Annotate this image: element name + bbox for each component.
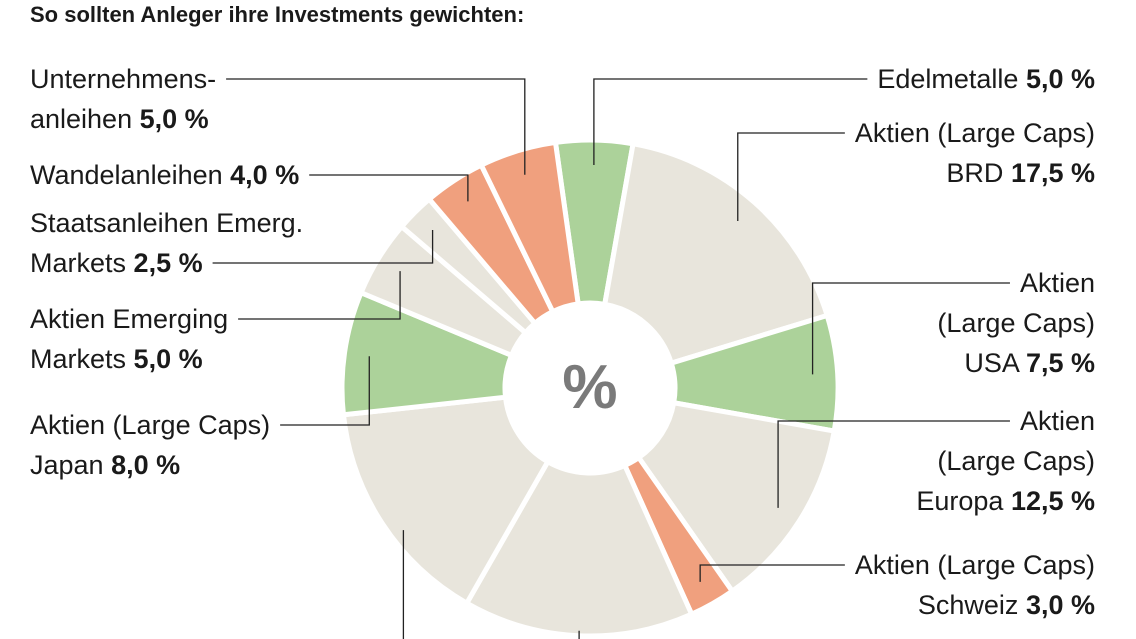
leader-line	[777, 420, 1010, 508]
label-text: Aktien	[1020, 268, 1095, 298]
leader-line	[280, 356, 370, 426]
label-text: USA	[964, 348, 1020, 378]
slice-label: USA 7,5 %	[964, 348, 1095, 378]
slice-label: Aktien (Large Caps)	[30, 410, 270, 440]
slice-label: anleihen 5,0 %	[30, 104, 209, 134]
slice-label: Edelmetalle 5,0 %	[877, 64, 1095, 94]
label-text: (Large Caps)	[937, 446, 1095, 476]
leader-line	[811, 282, 1010, 375]
slice-label: Aktien	[1020, 406, 1095, 436]
value-label: 5,0 %	[1026, 64, 1095, 94]
value-label: 5,0 %	[134, 344, 203, 374]
label-text: Aktien Emerging	[30, 304, 228, 334]
slice-label: Aktien	[1020, 268, 1095, 298]
leader-line	[309, 174, 469, 202]
donut-slice	[635, 399, 838, 595]
slice-label: Markets 5,0 %	[30, 344, 203, 374]
label-text: Markets	[30, 248, 126, 278]
slice-label: Staatsanleihen Emerg.	[30, 208, 303, 238]
donut-slice	[601, 140, 831, 367]
value-label: 4,0 %	[230, 160, 299, 190]
label-text: Japan	[30, 450, 104, 480]
leader-line	[699, 564, 845, 582]
label-text: Schweiz	[918, 590, 1019, 620]
label-text: Europa	[916, 486, 1004, 516]
donut-slice	[340, 394, 552, 607]
label-text: BRD	[946, 158, 1003, 188]
leader-line	[737, 132, 845, 221]
slice-label: Wandelanleihen 4,0 %	[30, 160, 299, 190]
leader-line	[212, 230, 434, 264]
value-label: 2,5 %	[134, 248, 203, 278]
chart-title: So sollten Anleger ihre Investments gewi…	[30, 2, 524, 27]
slice-label: Japan 8,0 %	[30, 450, 180, 480]
slice-label: Aktien (Large Caps)	[855, 118, 1095, 148]
label-text: (Large Caps)	[937, 308, 1095, 338]
slice-label: Aktien (Large Caps)	[855, 550, 1095, 580]
slice-label: Europa 12,5 %	[916, 486, 1095, 516]
leader-line	[238, 271, 401, 320]
label-text: Aktien (Large Caps)	[855, 118, 1095, 148]
label-text: Aktien (Large Caps)	[855, 550, 1095, 580]
value-label: 3,0 %	[1026, 590, 1095, 620]
value-label: 7,5 %	[1026, 348, 1095, 378]
slice-label: Aktien Emerging	[30, 304, 228, 334]
value-label: 12,5 %	[1011, 486, 1095, 516]
slice-label: Unternehmens-	[30, 64, 216, 94]
slice-label: (Large Caps)	[937, 308, 1095, 338]
label-text: Edelmetalle	[877, 64, 1018, 94]
donut-slice	[477, 139, 581, 315]
label-text: Unternehmens-	[30, 64, 216, 94]
label-text: Wandelanleihen	[30, 160, 223, 190]
value-label: 5,0 %	[140, 104, 209, 134]
slice-label: BRD 17,5 %	[946, 158, 1095, 188]
slice-label: Markets 2,5 %	[30, 248, 203, 278]
leader-line	[226, 78, 526, 175]
leader-line	[593, 78, 868, 166]
slice-label: Schweiz 3,0 %	[918, 590, 1095, 620]
value-label: 8,0 %	[111, 450, 180, 480]
label-text: Aktien	[1020, 406, 1095, 436]
center-label: %	[562, 353, 617, 422]
label-text: Aktien (Large Caps)	[30, 410, 270, 440]
value-label: 17,5 %	[1011, 158, 1095, 188]
label-text: Staatsanleihen Emerg.	[30, 208, 303, 238]
label-text: Markets	[30, 344, 126, 374]
label-text: anleihen	[30, 104, 132, 134]
slice-label: (Large Caps)	[937, 446, 1095, 476]
